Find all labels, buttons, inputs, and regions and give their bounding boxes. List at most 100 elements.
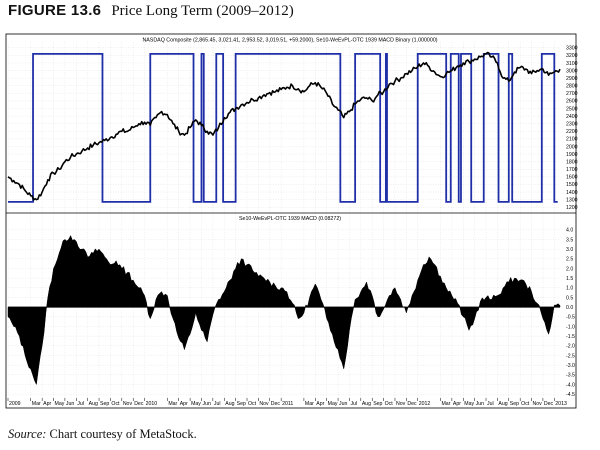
macd-y-tick-label: 2.5	[566, 257, 573, 263]
price-y-tick-label: 1400	[566, 190, 578, 196]
x-tick-label: Sep	[373, 401, 382, 407]
x-tick-label: Dec	[134, 401, 144, 407]
x-tick-label: Oct	[111, 401, 120, 407]
price-y-tick-label: 2800	[566, 84, 578, 90]
x-tick-label: Apr	[316, 401, 324, 407]
price-y-tick-label: 2100	[566, 137, 578, 143]
source-credit: Source: Chart courtesy of MetaStock.	[8, 427, 197, 442]
macd-y-tick-label: -4.5	[566, 392, 575, 398]
x-tick-label: Jul	[487, 401, 494, 407]
x-tick-label: Nov	[533, 401, 543, 407]
x-tick-label: Dec	[407, 401, 417, 407]
x-tick-label: Jun	[202, 401, 210, 407]
macd-y-tick-label: 3.0	[566, 247, 573, 253]
macd-y-tick-label: -1.0	[566, 324, 575, 330]
figure-header: FIGURE 13.6 Price Long Term (2009–2012)	[8, 2, 592, 24]
x-tick-label: Aug	[362, 401, 371, 407]
x-tick-label: Apr	[453, 401, 461, 407]
nasdaq-price-line	[7, 51, 561, 201]
price-y-tick-label: 2600	[566, 99, 578, 105]
price-y-tick-label: 3000	[566, 68, 578, 74]
macd-y-tick-label: -2.0	[566, 344, 575, 350]
price-y-tick-label: 1500	[566, 182, 578, 188]
x-tick-label: Mar	[305, 401, 314, 407]
time-grid	[7, 42, 555, 400]
x-tick-label: May	[55, 401, 65, 407]
price-y-tick-label: 2000	[566, 144, 578, 150]
x-tick-label: Oct	[248, 401, 257, 407]
x-tick-label: Jun	[476, 401, 484, 407]
price-y-tick-label: 2400	[566, 114, 578, 120]
macd-panel-title: Se10-WeEvPL-OTC 1939 MACD (0.08272)	[239, 216, 341, 222]
chart: NASDAQ Composite (2,865.45, 3,021.41, 2,…	[5, 33, 578, 409]
price-y-tick-label: 3300	[566, 46, 578, 52]
x-tick-label: Jul	[350, 401, 357, 407]
macd-area	[7, 234, 561, 386]
macd-y-tick-label: -4.0	[566, 382, 575, 388]
macd-y-tick-label: 0.5	[566, 295, 573, 301]
price-y-tick-label: 2700	[566, 91, 578, 97]
x-tick-label: Jun	[66, 401, 74, 407]
x-tick-label: May	[464, 401, 474, 407]
macd-y-tick-label: 2.0	[566, 266, 573, 272]
x-tick-label: May	[191, 401, 201, 407]
x-tick-label: Oct	[521, 401, 530, 407]
x-tick-label: Aug	[89, 401, 98, 407]
x-tick-label: 2009	[9, 401, 21, 407]
x-tick-label: May	[328, 401, 338, 407]
price-y-tick-label: 2300	[566, 122, 578, 128]
figure-title: Price Long Term (2009–2012)	[111, 3, 294, 19]
x-axis: 2009 Mar Apr May Jun Jul Aug Sep Oct Nov Dec 2010 Ma…	[7, 398, 567, 407]
x-tick-label: Sep	[510, 401, 519, 407]
x-tick-label: Apr	[43, 401, 51, 407]
price-y-tick-label: 2900	[566, 76, 578, 82]
price-y-tick-label: 1800	[566, 159, 578, 165]
price-y-tick-label: 1700	[566, 167, 578, 173]
x-tick-label: Dec	[271, 401, 281, 407]
x-tick-label: Mar	[441, 401, 450, 407]
x-tick-label: Mar	[168, 401, 177, 407]
macd-y-tick-label: 1.5	[566, 276, 573, 282]
macd-binary-line	[8, 52, 558, 203]
macd-y-tick-label: 4.0	[566, 228, 573, 234]
x-tick-label: Nov	[396, 401, 406, 407]
source-prefix: Source:	[8, 427, 47, 441]
x-tick-label: Sep	[100, 401, 109, 407]
macd-y-tick-label: -3.0	[566, 363, 575, 369]
price-y-tick-label: 1600	[566, 175, 578, 181]
price-y-tick-label: 2200	[566, 129, 578, 135]
x-tick-label: 2012	[419, 401, 431, 407]
price-y-tick-label: 1900	[566, 152, 578, 158]
price-y-tick-label: 3100	[566, 61, 578, 67]
price-y-tick-label: 1200	[566, 205, 578, 211]
x-tick-label: Jul	[214, 401, 221, 407]
price-y-tick-label: 1300	[566, 197, 578, 203]
x-tick-label: Dec	[544, 401, 554, 407]
x-tick-label: Mar	[32, 401, 41, 407]
macd-y-tick-label: 3.5	[566, 237, 573, 243]
source-text: Chart courtesy of MetaStock.	[46, 427, 197, 441]
price-y-tick-label: 2500	[566, 106, 578, 112]
x-tick-label: 2011	[282, 401, 293, 407]
x-tick-label: Aug	[225, 401, 234, 407]
figure-label: FIGURE 13.6	[8, 2, 102, 19]
macd-y-tick-label: -0.5	[566, 315, 575, 321]
price-panel-title: NASDAQ Composite (2,865.45, 3,021.41, 2,…	[142, 38, 437, 44]
x-tick-label: Nov	[123, 401, 133, 407]
price-panel-grid	[8, 47, 560, 208]
macd-y-axis: 4.0 3.5 3.0 2.5 2.0 1.5 1.0 0.5 0.0 -0.5 -1.0 -1.5 -…	[566, 228, 575, 398]
x-tick-label: 2013	[555, 401, 567, 407]
macd-y-tick-label: -1.5	[566, 334, 575, 340]
x-tick-label: Nov	[259, 401, 269, 407]
macd-y-tick-label: -3.5	[566, 373, 575, 379]
x-tick-label: 2010	[146, 401, 158, 407]
macd-y-tick-label: 0.0	[566, 305, 573, 311]
x-tick-label: Jul	[77, 401, 84, 407]
macd-y-tick-label: 1.0	[566, 286, 573, 292]
x-tick-label: Oct	[385, 401, 394, 407]
x-tick-label: Apr	[180, 401, 188, 407]
x-tick-label: Aug	[498, 401, 507, 407]
macd-y-tick-label: -2.5	[566, 353, 575, 359]
x-tick-label: Sep	[237, 401, 246, 407]
